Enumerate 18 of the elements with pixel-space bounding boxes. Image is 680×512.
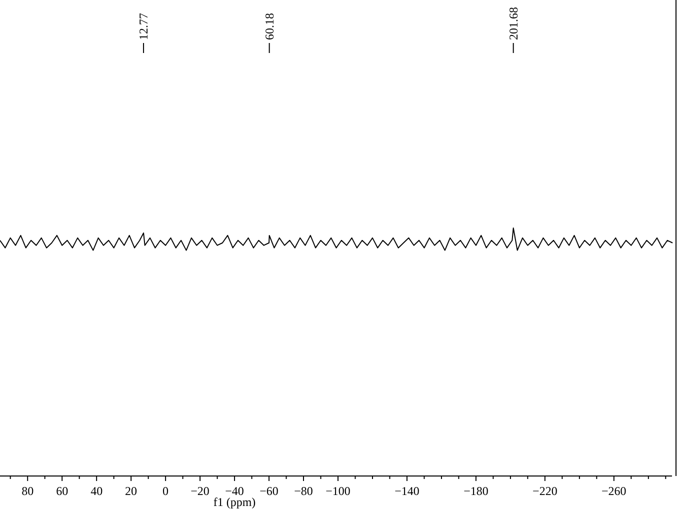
annotation: 12.77 — [136, 13, 151, 40]
x-tick-label: 40 — [90, 484, 103, 498]
x-tick-label: −60 — [260, 484, 278, 498]
annotation: 60.18 — [262, 13, 276, 40]
x-tick-label: −180 — [464, 484, 488, 498]
x-tick-label: 80 — [22, 484, 34, 498]
x-tick-label: −40 — [225, 484, 244, 498]
x-tick-label: 60 — [56, 484, 68, 498]
annotation: 201.68 — [506, 7, 520, 40]
x-tick-label: −20 — [190, 484, 210, 498]
x-tick-label: −260 — [602, 484, 626, 498]
x-tick-label: 0 — [162, 484, 169, 498]
x-tick-label: −100 — [326, 484, 350, 498]
x-axis-title: f1 (ppm) — [213, 495, 256, 509]
x-tick-label: −80 — [294, 484, 313, 498]
x-tick-label: 20 — [125, 484, 138, 498]
x-tick-label: −220 — [532, 484, 558, 498]
x-tick-label: −140 — [394, 484, 420, 498]
